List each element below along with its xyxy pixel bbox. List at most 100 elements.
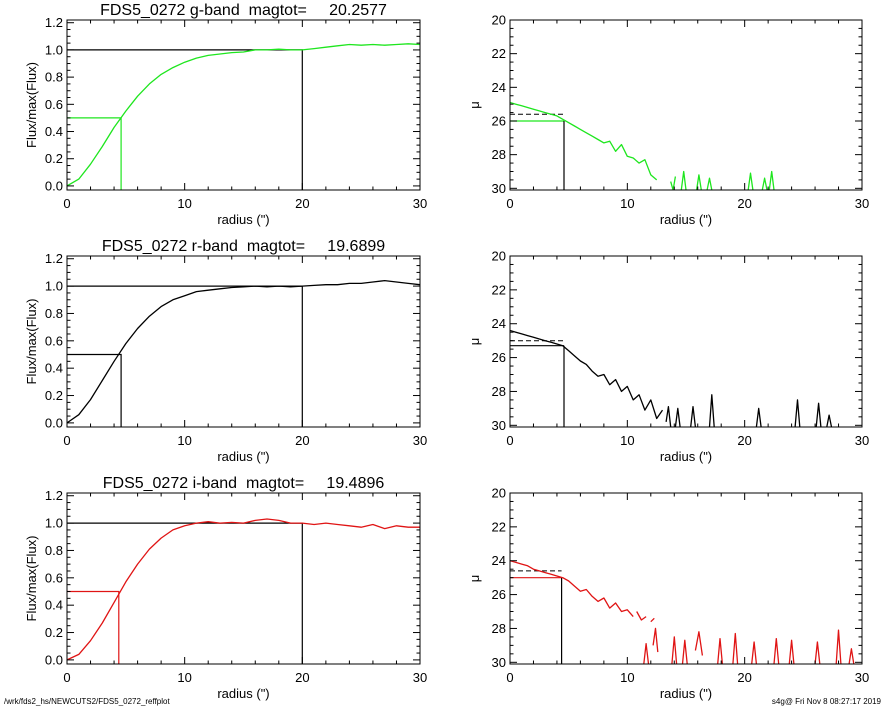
profile-segment-r-2: [665, 406, 672, 427]
panel-title: FDS5_0272 i-band magtot= 19.4896: [103, 475, 385, 492]
x-tick-label: 0: [63, 670, 70, 685]
y-tick-label: 30: [492, 418, 506, 433]
y-tick-label: 0.4: [45, 361, 63, 376]
y-tick-label: 0.8: [45, 543, 63, 558]
profile-segment-r-4: [690, 406, 697, 427]
y-tick-label: 1.0: [45, 42, 63, 57]
y-tick-label: 28: [492, 384, 506, 399]
profile-segment-i-12: [773, 637, 780, 664]
profile-segment-g-6: [747, 172, 754, 190]
x-axis-label: radius ("): [660, 212, 712, 227]
profile-segment-r-9: [826, 414, 833, 427]
axes-frame: [66, 492, 421, 665]
profile-segment-i-7: [681, 639, 688, 664]
growth-curve-g: [67, 43, 420, 187]
y-tick-label: 24: [492, 80, 506, 95]
panel-r-profile: 0 10 20 30 20 22 24 26 28 30 radius (") μ: [467, 249, 869, 465]
y-tick-label: 28: [492, 621, 506, 636]
panel-title: FDS5_0272 g-band magtot= 20.2577: [100, 2, 387, 19]
y-axis-label: μ: [467, 575, 482, 583]
x-axis-label: radius ("): [217, 212, 269, 227]
y-tick-label: 0.0: [45, 415, 63, 430]
x-tick-label: 20: [295, 670, 309, 685]
profile-segment-i-5: [652, 627, 659, 653]
x-tick-label: 20: [737, 196, 751, 211]
x-tick-label: 10: [177, 433, 191, 448]
y-tick-label: 0.6: [45, 333, 63, 348]
profile-segment-r-5: [708, 394, 715, 427]
profile-segment-g-3: [680, 170, 687, 190]
y-tick-label: 0.2: [45, 151, 63, 166]
panel-g-growth: 0 10 20 30 0.0 0.2 0.4 0.6 0.8 1.0 1.2 radius (") Fl…: [24, 2, 427, 227]
x-tick-label: 10: [620, 196, 634, 211]
y-tick-label: 1.0: [45, 279, 63, 294]
y-tick-label: 1.2: [45, 15, 63, 30]
profile-segment-r-1: [510, 329, 664, 420]
profile-segment-g-8: [768, 170, 775, 190]
y-tick-label: 1.2: [45, 251, 63, 266]
y-tick-label: 22: [492, 519, 506, 534]
y-tick-label: 24: [492, 553, 506, 568]
y-tick-label: 22: [492, 46, 506, 61]
y-tick-label: 26: [492, 113, 506, 128]
plot-area: [510, 560, 855, 664]
profile-segment-g-2: [670, 176, 677, 190]
profile-segment-i-1: [510, 560, 634, 618]
panel-i-growth: 0 10 20 30 0.0 0.2 0.4 0.6 0.8 1.0 1.2 radius (") Fl…: [24, 475, 427, 701]
y-tick-label: 20: [492, 249, 506, 264]
x-tick-label: 30: [413, 196, 427, 211]
profile-segment-i-11: [751, 641, 758, 664]
reference-line-2: [67, 353, 122, 427]
x-tick-label: 0: [63, 196, 70, 211]
y-tick-label: 26: [492, 350, 506, 365]
x-tick-label: 0: [506, 433, 513, 448]
y-tick-label: 24: [492, 316, 506, 331]
profile-segment-i-4: [643, 643, 650, 664]
axes-frame: [509, 492, 863, 665]
y-tick-label: 22: [492, 282, 506, 297]
x-tick-label: 10: [177, 196, 191, 211]
x-axis-label: radius ("): [217, 449, 269, 464]
profile-segment-i-9: [717, 637, 724, 664]
axes-frame: [509, 19, 863, 191]
footer-path: /wrk/fds2_hs/NEWCUTS2/FDS5_0272_reffplot: [4, 697, 170, 706]
growth-curve-r: [67, 279, 420, 424]
y-axis-label: Flux/max(Flux): [24, 299, 39, 385]
y-tick-label: 1.2: [45, 488, 63, 503]
x-tick-label: 30: [413, 433, 427, 448]
panel-r-growth: 0 10 20 30 0.0 0.2 0.4 0.6 0.8 1.0 1.2 radius (") Fl…: [24, 238, 427, 464]
x-tick-label: 0: [506, 196, 513, 211]
profile-segment-i-6: [671, 636, 678, 664]
x-axis-label: radius ("): [660, 686, 712, 701]
x-tick-label: 10: [177, 670, 191, 685]
y-axis-label: Flux/max(Flux): [24, 536, 39, 622]
y-tick-label: 0.2: [45, 625, 63, 640]
axes-frame: [66, 19, 421, 191]
x-tick-label: 30: [855, 670, 869, 685]
x-tick-label: 30: [855, 196, 869, 211]
plot-area: [67, 43, 420, 190]
profile-segment-i-13: [788, 639, 795, 664]
reference-line-1: [67, 522, 303, 664]
y-tick-label: 20: [492, 13, 506, 28]
x-tick-label: 30: [855, 433, 869, 448]
y-tick-label: 0.6: [45, 570, 63, 585]
profile-segment-r-8: [815, 402, 822, 427]
y-tick-label: 0.0: [45, 178, 63, 193]
panel-i-profile: 0 10 20 30 20 22 24 26 28 30 radius (") μ: [467, 486, 869, 702]
footer-timestamp: s4g@ Fri Nov 8 08:27:17 2019: [771, 697, 881, 706]
profile-segment-i-15: [835, 629, 842, 664]
y-tick-label: 0.2: [45, 388, 63, 403]
profile-segment-i-10: [732, 632, 739, 664]
profile-segment-r-3: [674, 407, 681, 427]
plot-area: [67, 518, 420, 664]
y-tick-label: 0.6: [45, 97, 63, 112]
profile-segment-i-2: [636, 611, 647, 621]
reference-line-1: [67, 49, 303, 190]
y-tick-label: 0.8: [45, 70, 63, 85]
x-tick-label: 10: [620, 670, 634, 685]
profile-segment-r-6: [755, 407, 762, 427]
x-tick-label: 0: [506, 670, 513, 685]
y-axis-label: μ: [467, 101, 482, 109]
reference-line-2: [67, 590, 120, 664]
